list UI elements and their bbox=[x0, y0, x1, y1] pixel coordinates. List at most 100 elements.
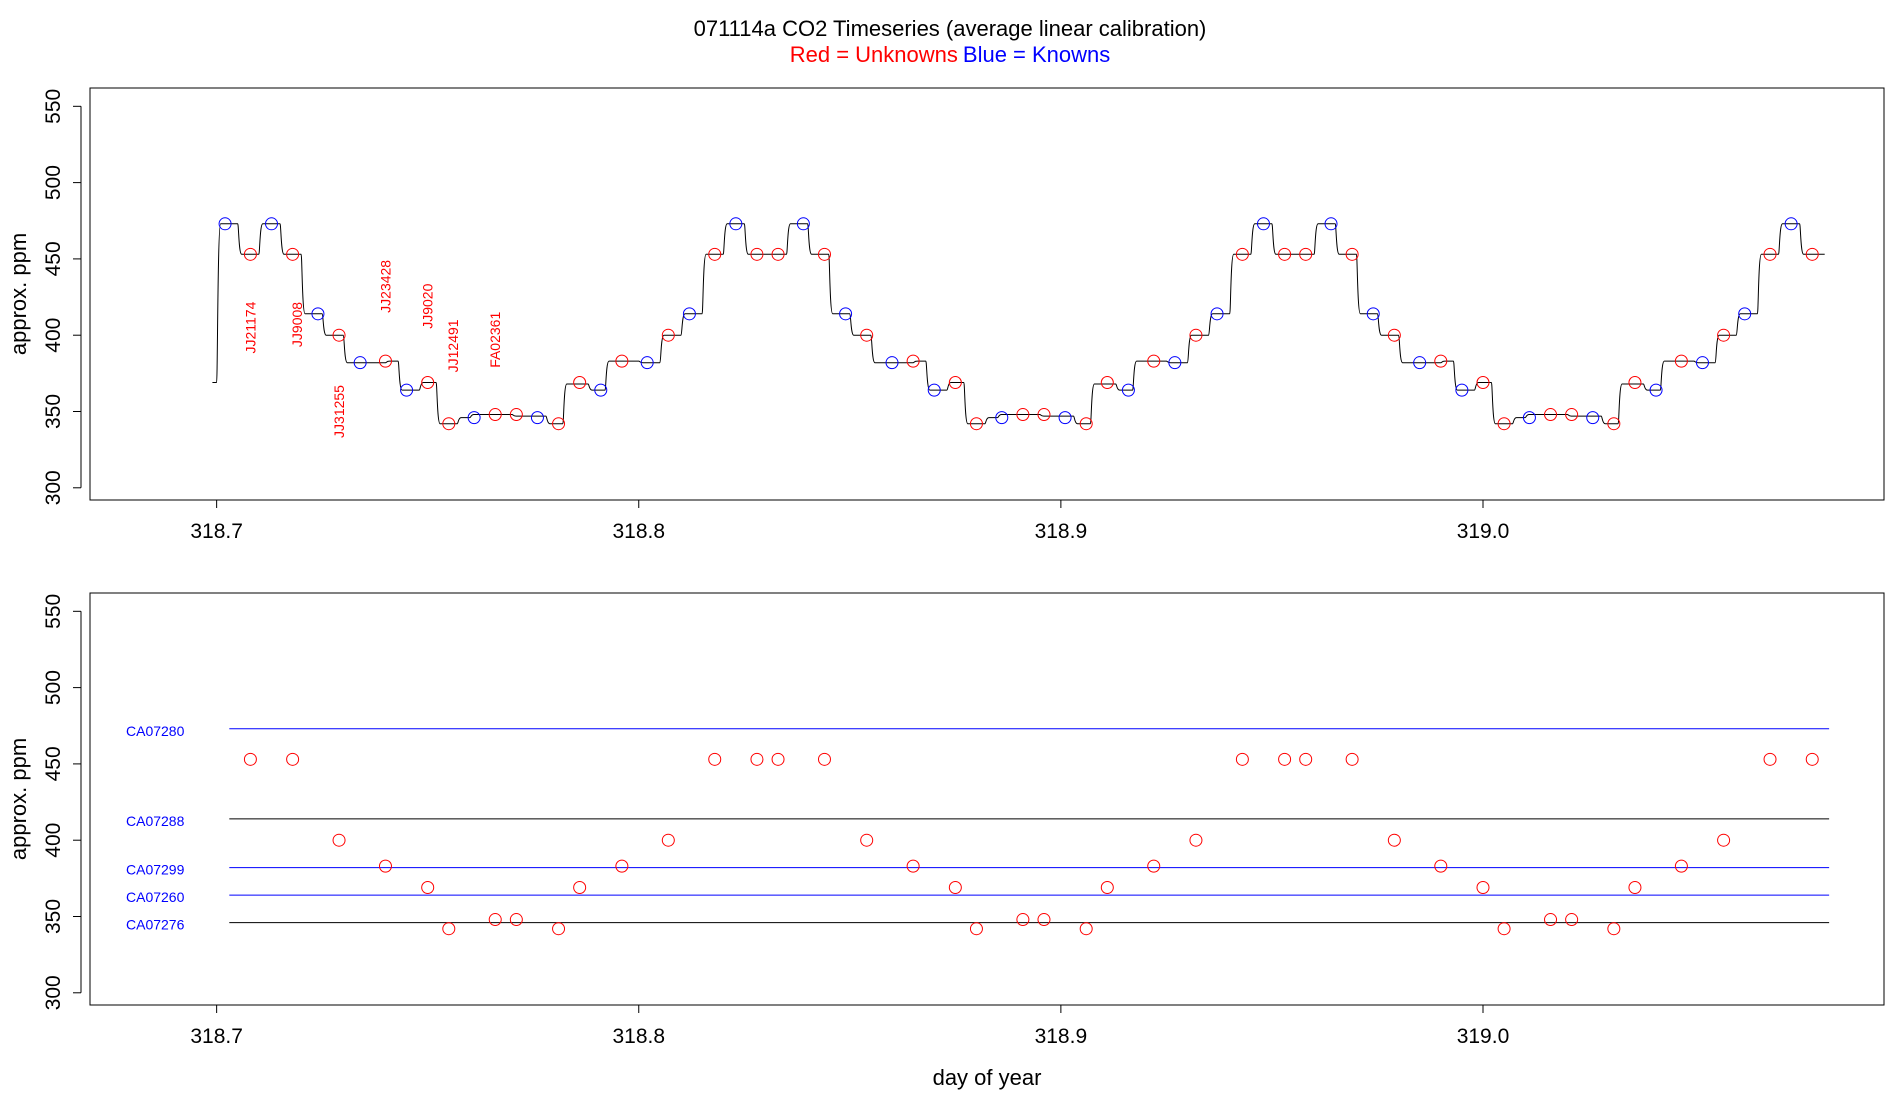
unknown-point bbox=[421, 376, 435, 390]
known-point bbox=[467, 411, 481, 425]
subtitle-unknowns: Red = Unknowns bbox=[790, 42, 958, 67]
unknown-point bbox=[771, 752, 785, 766]
unknown-point bbox=[1387, 833, 1401, 847]
unknown-point bbox=[1278, 247, 1292, 261]
unknown-point bbox=[1235, 247, 1249, 261]
reference-label: CA07276 bbox=[126, 917, 185, 933]
y-tick-label: 400 bbox=[42, 318, 65, 353]
y-tick-label: 400 bbox=[42, 823, 65, 858]
unknown-point bbox=[1037, 408, 1051, 422]
unknown-point bbox=[442, 922, 456, 936]
unknown-point bbox=[661, 833, 675, 847]
subtitle-knowns: Blue = Knowns bbox=[963, 42, 1110, 67]
known-point bbox=[1256, 217, 1270, 231]
y-tick-label: 450 bbox=[42, 746, 65, 781]
known-point bbox=[729, 217, 743, 231]
unknown-point bbox=[1016, 408, 1030, 422]
unknown-point bbox=[1763, 247, 1777, 261]
x-tick-label: 318.9 bbox=[1035, 1025, 1088, 1048]
unknown-point bbox=[1565, 408, 1579, 422]
x-tick-label: 319.0 bbox=[1457, 520, 1510, 543]
unknown-point bbox=[1100, 376, 1114, 390]
y-axis-label: approx. ppm bbox=[6, 738, 31, 860]
unknown-point bbox=[817, 752, 831, 766]
unknown-point bbox=[552, 922, 566, 936]
x-tick-label: 319.0 bbox=[1457, 1025, 1510, 1048]
co2-trace-line bbox=[212, 223, 1825, 425]
unknown-point bbox=[1565, 913, 1579, 927]
unknown-point bbox=[1189, 833, 1203, 847]
y-axis-label: approx. ppm bbox=[6, 233, 31, 355]
unknown-point bbox=[1805, 247, 1819, 261]
known-point bbox=[1586, 411, 1600, 425]
unknown-point bbox=[1628, 881, 1642, 895]
unknown-point bbox=[442, 417, 456, 431]
plot-frame bbox=[89, 592, 1885, 1006]
chart-title: 071114a CO2 Timeseries (average linear c… bbox=[694, 16, 1207, 41]
unknown-point bbox=[906, 354, 920, 368]
unknown-point bbox=[1235, 752, 1249, 766]
sample-id-label: JJ9008 bbox=[289, 302, 305, 347]
known-point bbox=[927, 383, 941, 397]
known-point bbox=[594, 383, 608, 397]
unknown-point bbox=[1079, 417, 1093, 431]
unknown-point bbox=[509, 408, 523, 422]
unknown-point bbox=[573, 881, 587, 895]
unknown-point bbox=[1147, 354, 1161, 368]
unknown-point bbox=[1299, 752, 1313, 766]
unknown-point bbox=[1189, 328, 1203, 342]
unknown-point bbox=[750, 247, 764, 261]
known-point bbox=[1522, 411, 1536, 425]
known-point bbox=[1168, 356, 1182, 370]
known-point bbox=[796, 217, 810, 231]
unknown-point bbox=[860, 328, 874, 342]
y-tick-label: 300 bbox=[42, 975, 65, 1010]
unknowns-panel: 318.7 318.8 318.9 319.0 300 350 400 450 500 550 ap… bbox=[6, 592, 1885, 1090]
known-point bbox=[885, 356, 899, 370]
known-point bbox=[218, 217, 232, 231]
unknown-point bbox=[1717, 328, 1731, 342]
x-tick-label: 318.8 bbox=[612, 520, 665, 543]
unknown-point bbox=[708, 752, 722, 766]
unknown-point bbox=[1497, 922, 1511, 936]
unknown-point bbox=[1607, 922, 1621, 936]
reference-label: CA07288 bbox=[126, 813, 185, 829]
unknown-point bbox=[573, 376, 587, 390]
y-tick-label: 550 bbox=[42, 594, 65, 629]
unknown-point bbox=[286, 247, 300, 261]
unknown-point bbox=[488, 913, 502, 927]
known-point bbox=[1455, 383, 1469, 397]
known-point bbox=[1210, 307, 1224, 321]
known-point bbox=[1121, 383, 1135, 397]
known-point bbox=[1366, 307, 1380, 321]
unknown-point bbox=[286, 752, 300, 766]
unknown-point bbox=[332, 328, 346, 342]
plot-frame bbox=[89, 87, 1885, 501]
unknown-point bbox=[1497, 417, 1511, 431]
known-point bbox=[839, 307, 853, 321]
unknown-point bbox=[1476, 881, 1490, 895]
unknown-point bbox=[708, 247, 722, 261]
unknown-point bbox=[661, 328, 675, 342]
unknown-point bbox=[552, 417, 566, 431]
unknown-point bbox=[1037, 913, 1051, 927]
known-point bbox=[265, 217, 279, 231]
unknown-point bbox=[1345, 247, 1359, 261]
unknown-point bbox=[1345, 752, 1359, 766]
unknown-point bbox=[615, 859, 629, 873]
sample-id-label: JJ21174 bbox=[242, 301, 258, 353]
unknown-point bbox=[771, 247, 785, 261]
unknown-point bbox=[1628, 376, 1642, 390]
y-tick-label: 350 bbox=[42, 394, 65, 429]
known-point bbox=[353, 356, 367, 370]
unknown-point bbox=[378, 354, 392, 368]
known-point bbox=[530, 411, 544, 425]
sample-id-label: JJ23428 bbox=[377, 260, 393, 313]
known-point bbox=[1695, 356, 1709, 370]
y-tick-label: 450 bbox=[42, 241, 65, 276]
x-tick-label: 318.9 bbox=[1035, 520, 1088, 543]
known-point bbox=[311, 307, 325, 321]
unknown-point bbox=[1299, 247, 1313, 261]
unknown-point bbox=[1674, 354, 1688, 368]
known-point bbox=[682, 307, 696, 321]
